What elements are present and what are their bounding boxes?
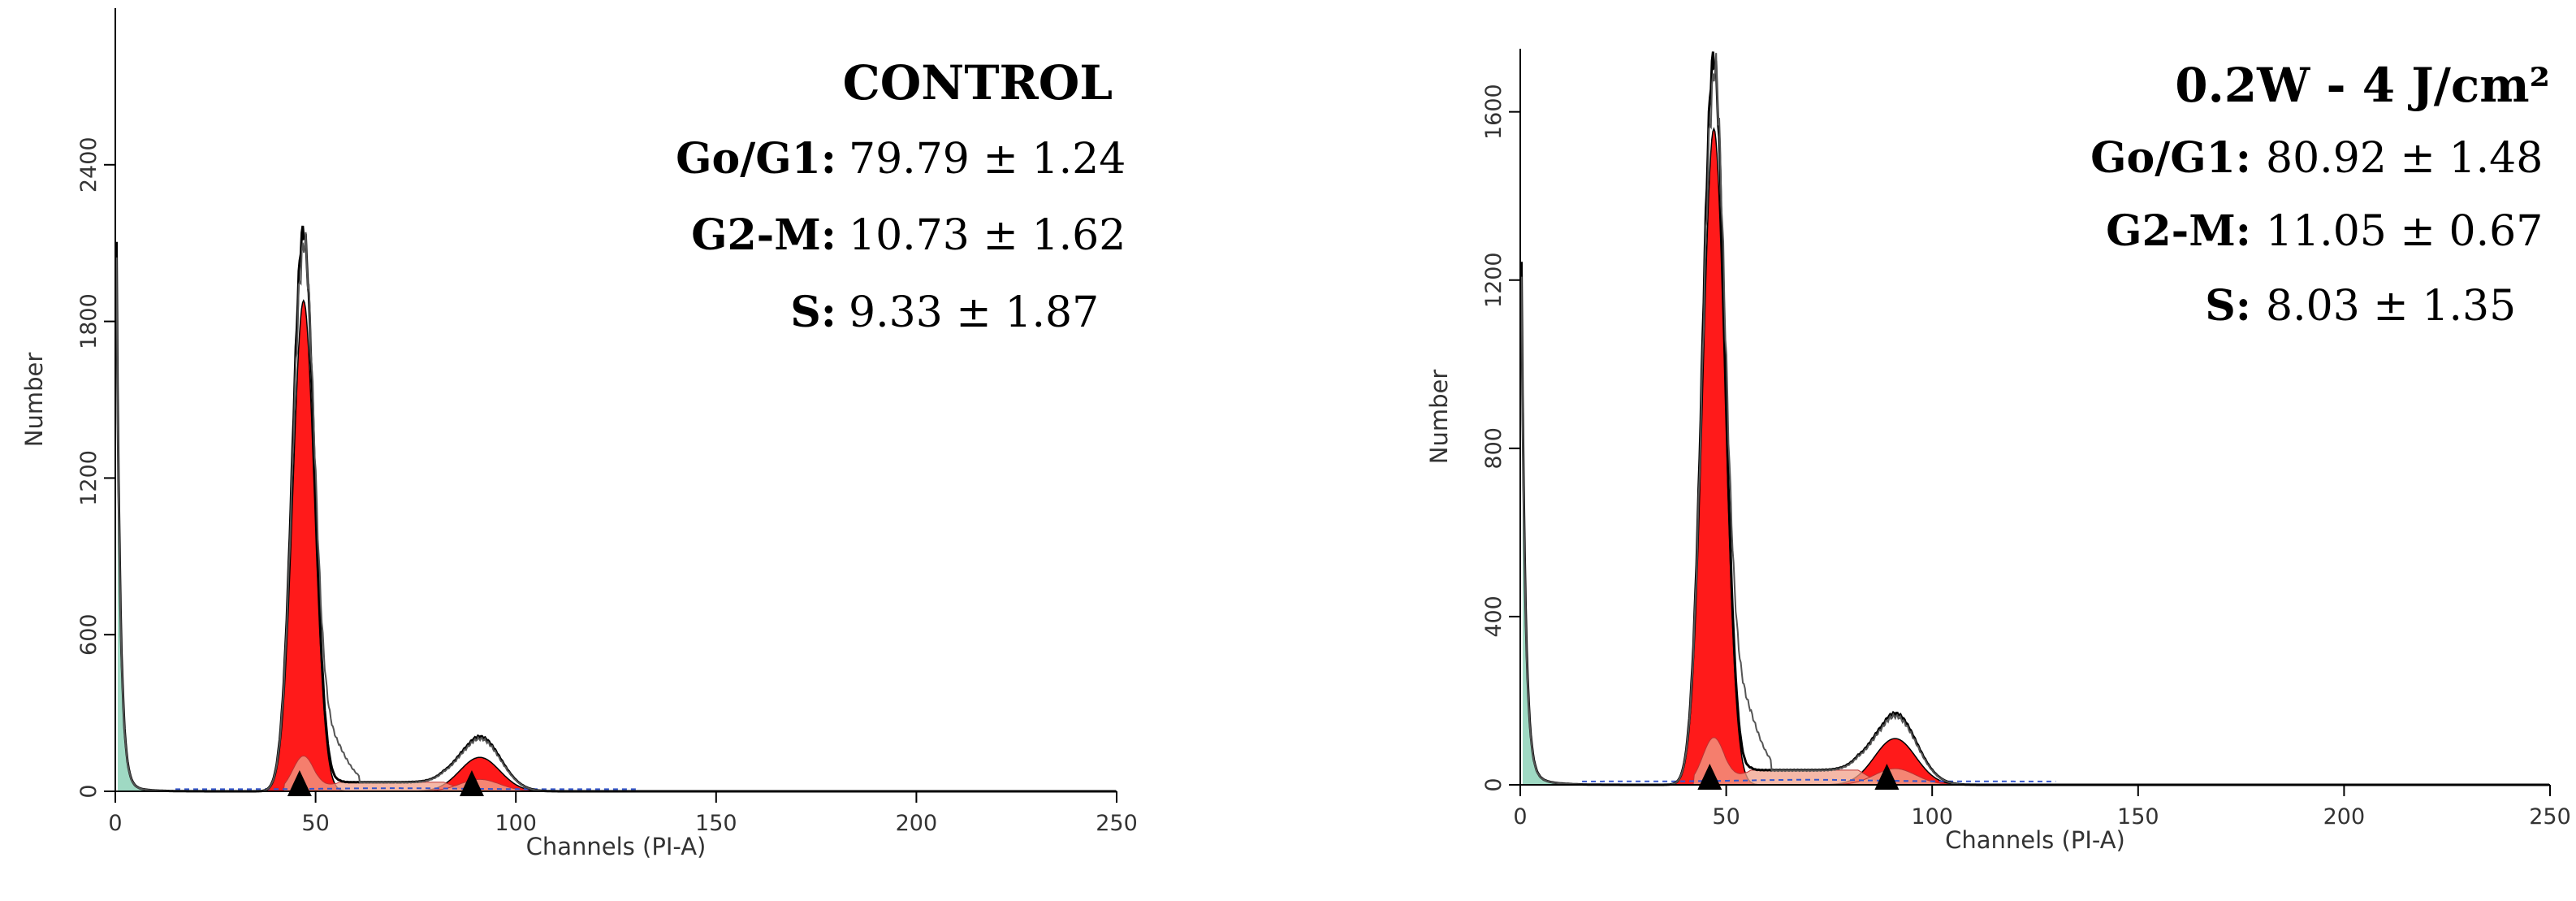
peak-marker-triangle <box>287 770 312 796</box>
debris-area <box>1523 411 1570 785</box>
x-tick-label: 50 <box>301 811 329 836</box>
x-tick-label: 200 <box>896 811 938 836</box>
x-tick-label: 0 <box>108 811 122 836</box>
stat-value: 11.05 ± 0.67 <box>2266 207 2543 256</box>
x-tick-label: 250 <box>1096 811 1138 836</box>
histogram-panel-1: 0 50 100 150 200 250 0 600 1200 1800 2400 Channels … <box>20 8 1138 860</box>
x-tick-label: 50 <box>1712 804 1740 830</box>
x-tick-label: 250 <box>2529 804 2571 830</box>
g0-g1-peak <box>255 299 352 792</box>
peak-marker-triangle <box>459 770 484 796</box>
stat-key: Go/G1: <box>2090 133 2251 183</box>
y-tick-label: 1800 <box>76 293 102 349</box>
panel-title: CONTROL <box>843 55 1113 110</box>
stat-key: S: <box>2205 281 2251 331</box>
stat-value: 9.33 ± 1.87 <box>849 288 1099 337</box>
y-tick-label: 600 <box>76 613 102 656</box>
x-tick-label: 100 <box>495 811 537 836</box>
stat-value: 79.79 ± 1.24 <box>849 135 1126 184</box>
histogram-raw-line <box>1520 53 2055 786</box>
model-baseline <box>1582 778 2056 782</box>
peak-marker-triangle <box>1874 764 1900 790</box>
stat-key: G2-M: <box>691 210 836 260</box>
stat-key: Go/G1: <box>676 134 836 184</box>
y-tick-label: 1200 <box>1481 252 1506 308</box>
stat-key: G2-M: <box>2106 206 2251 256</box>
y-tick-label: 0 <box>1481 778 1506 791</box>
x-axis-label: Channels (PI-A) <box>1945 826 2125 854</box>
x-tick-label: 0 <box>1513 804 1527 830</box>
y-axis-label: Number <box>1425 370 1453 465</box>
stat-value: 80.92 ± 1.48 <box>2266 134 2543 183</box>
y-tick-label: 2400 <box>76 136 102 193</box>
histogram-panel-2: 0 50 100 150 200 250 0 400 800 1200 1600 Channels (… <box>1425 49 2571 854</box>
peak-marker-triangle <box>1697 764 1722 790</box>
stat-value: 8.03 ± 1.35 <box>2266 282 2516 331</box>
y-tick-label: 800 <box>1481 427 1506 470</box>
histogram-raw-line <box>115 232 636 792</box>
x-tick-label: 200 <box>2323 804 2366 830</box>
x-tick-label: 150 <box>2117 804 2159 830</box>
y-tick-label: 1200 <box>76 450 102 506</box>
x-axis-label: Channels (PI-A) <box>526 833 707 860</box>
g0-g1-peak <box>1664 127 1764 786</box>
stat-value: 10.73 ± 1.62 <box>849 211 1126 260</box>
y-tick-label: 1600 <box>1481 84 1506 140</box>
y-tick-label: 0 <box>76 784 102 798</box>
x-tick-label: 100 <box>1911 804 1953 830</box>
y-axis-label: Number <box>20 353 48 448</box>
y-tick-label: 400 <box>1481 596 1506 638</box>
x-tick-label: 150 <box>695 811 737 836</box>
stat-key: S: <box>790 288 836 337</box>
debris-area <box>118 400 164 791</box>
panel-title: 0.2W - 4 J/cm² <box>2175 58 2550 113</box>
